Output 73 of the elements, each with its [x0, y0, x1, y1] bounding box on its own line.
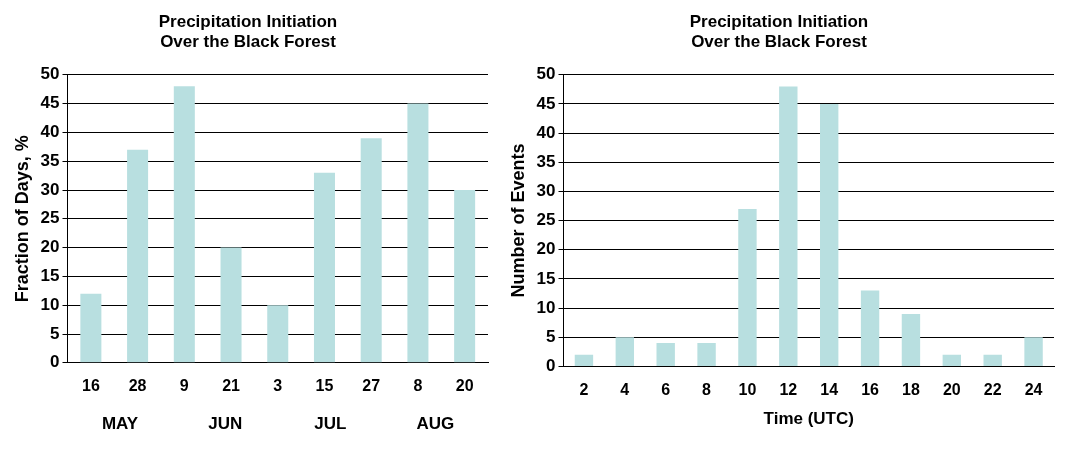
y-tick-label: 25 [536, 210, 556, 230]
y-tick-label: 5 [546, 326, 556, 346]
y-tick-label: 50 [40, 64, 60, 84]
bar [656, 343, 675, 366]
y-tick-label: 15 [536, 268, 556, 288]
y-tick-label: 0 [50, 352, 60, 372]
y-tick-label: 45 [40, 93, 60, 113]
x-tick-label: 20 [942, 380, 961, 398]
y-tick-label: 5 [50, 323, 60, 343]
y-tick-label: 45 [536, 93, 556, 113]
x-tick-label: 20 [455, 377, 474, 395]
y-tick-label: 40 [40, 122, 60, 142]
chart-title: Precipitation Initiation Over the Black Forest [158, 11, 338, 52]
y-tick-label: 20 [536, 239, 556, 259]
y-axis-title: Number of Events [507, 143, 528, 298]
x-tick-label: 10 [738, 380, 757, 398]
y-tick-label: 10 [40, 294, 60, 314]
bar [407, 103, 429, 363]
text: JUL [314, 413, 347, 433]
chart-title: Precipitation Initiation Over the Black Forest [689, 11, 869, 52]
x-tick-label: 12 [779, 380, 798, 398]
y-tick-label: 10 [536, 297, 556, 317]
x-tick-label: 16 [861, 380, 880, 398]
bar [1024, 337, 1043, 366]
bar [615, 337, 635, 366]
y-tick-label: 30 [40, 179, 60, 199]
x-tick-label: 15 [315, 377, 334, 395]
bar [220, 247, 242, 363]
bar [738, 208, 757, 366]
bar [313, 172, 335, 363]
y-tick-label: 35 [40, 150, 60, 170]
bar [983, 354, 1002, 366]
bar [779, 86, 798, 366]
x-tick-label: 8 [413, 377, 423, 395]
x-tick-label: 24 [1024, 380, 1043, 398]
x-tick-label: 28 [128, 377, 147, 395]
x-tick-label: 16 [81, 377, 100, 395]
bar [127, 149, 149, 363]
x-tick-label: 8 [702, 380, 712, 398]
y-axis-title: Fraction of Days, % [11, 135, 32, 303]
text: MAY [101, 413, 139, 433]
y-tick-label: 0 [546, 356, 556, 376]
y-tick-label: 25 [40, 208, 60, 228]
y-tick-label: 35 [536, 151, 556, 171]
x-tick-label: 18 [902, 380, 920, 398]
bar [454, 190, 476, 363]
x-tick-label: 6 [661, 380, 671, 398]
bar [942, 354, 962, 366]
bar [901, 313, 921, 366]
bar [574, 354, 594, 366]
x-tick-label: 9 [179, 377, 189, 395]
bar [173, 86, 195, 363]
y-tick-label: 40 [536, 122, 556, 142]
y-tick-label: 15 [40, 266, 60, 286]
y-tick-label: 30 [536, 181, 556, 201]
x-tick-label: 3 [273, 377, 283, 395]
bar [860, 290, 880, 366]
y-tick-label: 50 [536, 64, 556, 84]
bar [360, 138, 382, 363]
text: JUN [208, 413, 243, 433]
bar [267, 305, 289, 363]
x-axis-title: Time (UTC) [763, 409, 854, 429]
x-tick-label: 4 [620, 380, 630, 398]
x-tick-label: 21 [222, 377, 241, 395]
bar [697, 343, 716, 366]
x-tick-label: 22 [983, 380, 1002, 398]
bar [820, 103, 839, 366]
x-tick-label: 14 [820, 380, 839, 398]
y-tick-label: 20 [40, 237, 60, 257]
text: AUG [416, 413, 455, 433]
x-tick-label: 2 [579, 380, 589, 398]
bar [80, 293, 102, 363]
x-tick-label: 27 [362, 377, 381, 395]
